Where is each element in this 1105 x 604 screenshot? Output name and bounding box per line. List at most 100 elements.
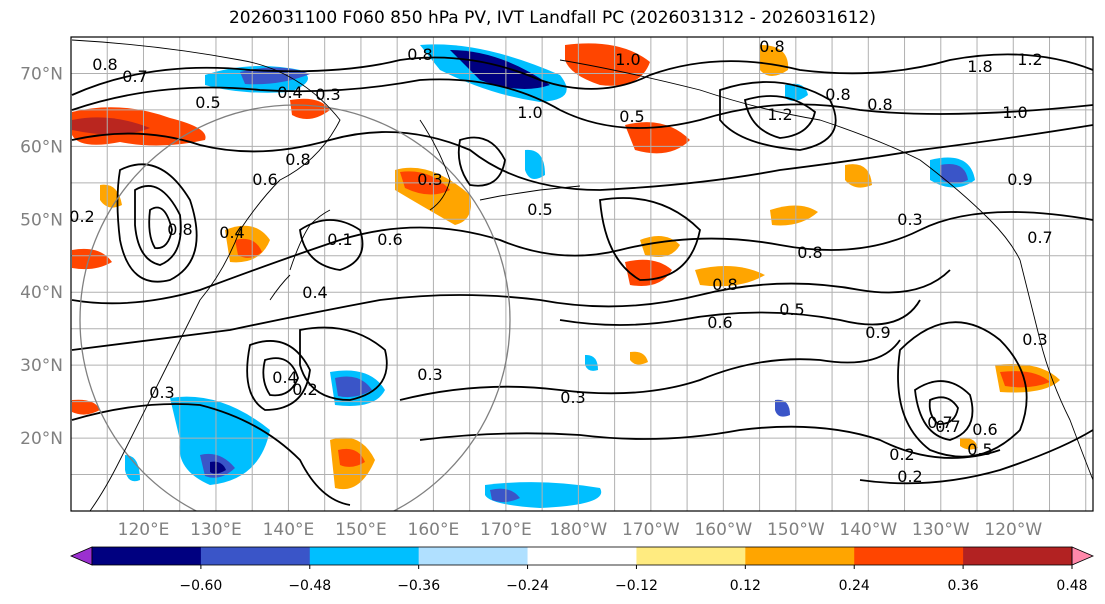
pv-positive-region: [625, 122, 690, 154]
longitude-tick-label: 160°E: [408, 520, 460, 540]
ivt-contour-line: [71, 211, 1093, 305]
longitude-tick-label: 150°E: [335, 520, 387, 540]
contour-label: 0.3: [417, 365, 442, 384]
contour-labels: 0.8 0.7 0.5 0.4 0.3 0.8 0.6 0.8 1.0 0.8 1.2 1.8 1.2 1…: [69, 37, 1052, 486]
colorbar-segment: [418, 547, 529, 565]
ivt-contour-line: [246, 340, 311, 411]
latitude-labels: 20°N 30°N 40°N 50°N 60°N 70°N: [20, 64, 63, 449]
longitude-tick-label: 130°E: [190, 520, 242, 540]
colorbar-segment: [636, 547, 746, 565]
ivt-contour-line: [134, 185, 182, 266]
longitude-tick-label: 140°E: [263, 520, 315, 540]
ivt-contour-line: [719, 81, 837, 151]
colorbar-tick-label: −0.60: [179, 578, 222, 594]
pv-positive-region: [565, 43, 650, 86]
pv-negative-region: [525, 149, 545, 179]
colorbar-tick-label: 0.12: [730, 578, 761, 594]
contour-label: 0.8: [712, 275, 737, 294]
contour-label: 0.8: [285, 150, 310, 169]
pv-positive-region: [695, 266, 765, 287]
contour-label: 0.8: [759, 37, 784, 56]
contour-label: 0.6: [377, 230, 402, 249]
contour-label: 0.7: [1027, 228, 1052, 247]
coastline-asia: [71, 39, 341, 511]
latitude-tick-label: 70°N: [20, 64, 63, 84]
ivt-contour-line: [71, 78, 1093, 129]
ivt-contour-line: [897, 321, 1028, 458]
pv-negative-region: [775, 399, 790, 417]
contour-label: 1.2: [767, 105, 792, 124]
contour-label: 0.5: [195, 93, 220, 112]
pv-positive-region: [960, 437, 978, 450]
longitude-tick-label: 140°W: [839, 520, 897, 540]
ivt-contour-line: [299, 326, 388, 401]
pv-negative-region: [125, 455, 140, 482]
ivt-contour-line: [71, 269, 951, 351]
contour-label: 0.3: [149, 383, 174, 402]
contour-label: 0.6: [252, 170, 277, 189]
contour-label: 0.1: [327, 230, 352, 249]
contour-label: 0.7: [122, 67, 147, 86]
colorbar-tick-label: −0.36: [397, 578, 440, 594]
contour-label: 0.4: [272, 368, 297, 387]
colorbar-segment: [963, 547, 1073, 565]
ivt-contour-line: [148, 206, 173, 250]
longitude-tick-label: 170°W: [622, 520, 680, 540]
colorbar-tick-label: −0.12: [615, 578, 658, 594]
colorbar-segment: [745, 547, 855, 565]
colorbar-tick-label: −0.48: [288, 578, 331, 594]
pv-negative-region: [585, 354, 598, 371]
pv-negative-region: [490, 488, 520, 503]
ivt-contour-line: [599, 197, 701, 281]
contour-label: 0.3: [897, 210, 922, 229]
coastline-alaska: [559, 59, 1021, 261]
pv-positive-region: [72, 399, 100, 415]
contour-label: 0.4: [302, 283, 327, 302]
ivt-contour-line: [457, 136, 506, 187]
ivt-contour-line: [419, 425, 1001, 459]
contour-label: 1.0: [1002, 103, 1027, 122]
longitude-tick-label: 160°W: [694, 520, 752, 540]
contour-label: 0.8: [407, 45, 432, 64]
ivt-contour-line: [399, 339, 901, 401]
contour-label: 0.5: [779, 300, 804, 319]
contour-label: 0.5: [619, 107, 644, 126]
pv-positive-region: [72, 117, 150, 135]
pv-positive-region: [72, 248, 112, 270]
colorbar-segment: [92, 547, 202, 565]
contour-label: 1.8: [967, 57, 992, 76]
contour-label: 0.8: [92, 55, 117, 74]
coastline-north-america: [1019, 259, 1093, 481]
pv-positive-region: [338, 448, 365, 467]
contour-label: 0.8: [167, 220, 192, 239]
contour-label: 0.3: [315, 85, 340, 104]
latitude-tick-label: 20°N: [20, 429, 63, 449]
contour-label: 0.5: [967, 440, 992, 459]
contour-label: 1.0: [517, 103, 542, 122]
contour-label: 0.2: [69, 207, 94, 226]
coastlines: [71, 39, 1093, 511]
latitude-tick-label: 30°N: [20, 356, 63, 376]
contour-label: 0.2: [897, 467, 922, 486]
colorbar-extend-high: [1071, 546, 1095, 566]
contour-label: 0.4: [219, 223, 244, 242]
longitude-tick-label: 120°E: [118, 520, 170, 540]
latitude-tick-label: 60°N: [20, 137, 63, 157]
colorbar-segment: [309, 547, 420, 565]
ivt-contour-line: [71, 124, 1093, 191]
pv-positive-region: [845, 164, 872, 188]
contour-label: 0.6: [707, 313, 732, 332]
ivt-contour-line: [116, 163, 198, 283]
ivt-contour-line: [914, 380, 974, 441]
longitude-tick-label: 150°W: [767, 520, 825, 540]
contour-label: 0.8: [825, 85, 850, 104]
pv-fill-layer: [72, 43, 1060, 508]
pv-positive-region: [625, 259, 672, 286]
ivt-contour-line: [859, 429, 1093, 485]
pv-positive-region: [100, 184, 122, 208]
contour-label: 0.2: [889, 445, 914, 464]
contour-label: 1.0: [615, 50, 640, 69]
contour-label: 0.9: [865, 323, 890, 342]
longitude-tick-label: 170°E: [480, 520, 532, 540]
